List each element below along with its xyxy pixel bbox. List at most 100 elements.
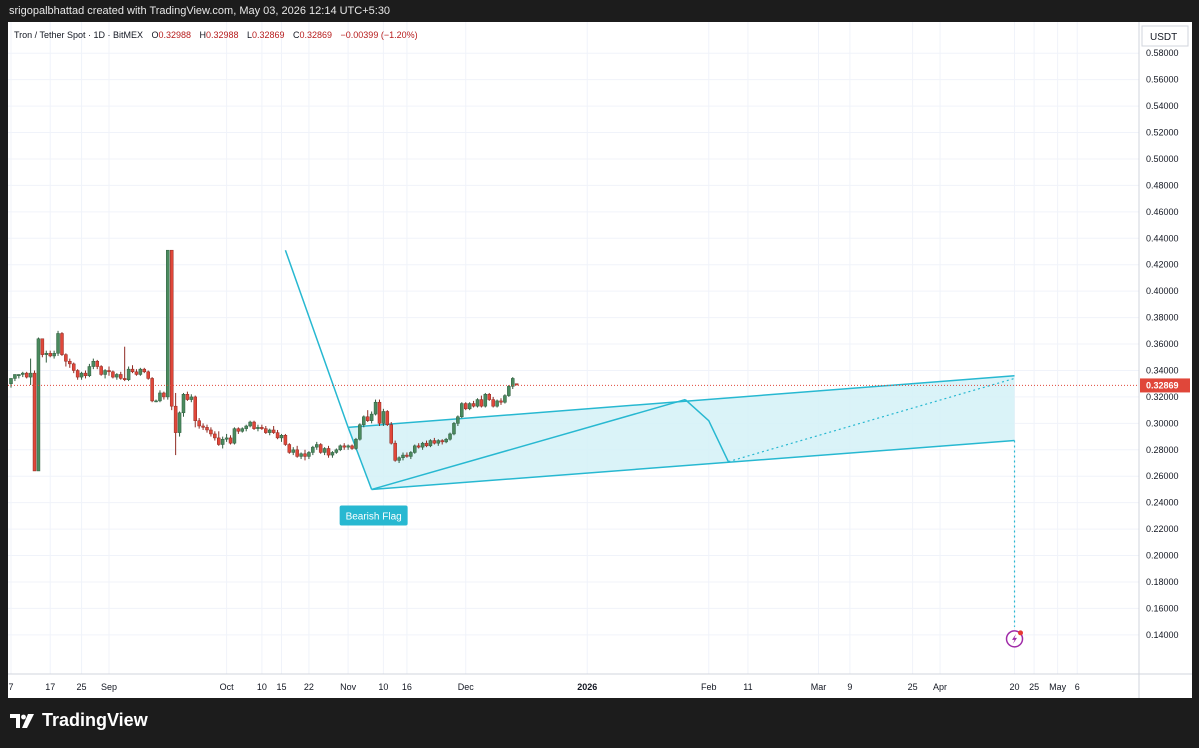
candle-body [338,445,343,451]
candle [303,449,307,461]
candle [318,443,323,454]
time-tick-label: 10 [257,682,267,692]
candle [75,369,80,380]
candle-body [40,338,45,355]
candle [48,350,52,358]
candle [381,408,386,427]
candle-body [126,368,131,380]
time-tick-label: Nov [340,682,357,692]
price-tick-label: 0.30000 [1146,418,1179,428]
candle [201,423,205,430]
candle [264,426,268,434]
candle [209,427,213,437]
price-tick-label: 0.58000 [1146,48,1179,58]
candle [393,440,397,462]
candle [197,418,201,429]
candle [401,452,405,461]
candle [350,444,354,450]
candle [87,363,92,378]
candle-body [416,445,421,448]
candle [193,395,197,428]
candle-body [303,453,307,457]
candle [244,424,248,432]
time-tick-label: Dec [458,682,475,692]
time-tick-label: 11 [743,682,752,692]
candle-body [479,399,484,407]
candle [291,447,295,456]
last-price-box [1140,378,1190,393]
time-axis[interactable]: 7 17 25 Sep Oct 10 15 22 Nov 10 16 Dec 2026 Feb 11 Mar 9… [8,682,1079,692]
candle [56,330,60,356]
candle-body [365,416,370,421]
candle [334,448,339,454]
candle [122,346,127,382]
candle [134,369,139,376]
candle-body [32,372,37,472]
candle [224,433,229,442]
candle [166,249,170,400]
credit-bar: srigopalbhattad created with TradingView… [0,0,1199,22]
candle [311,445,315,456]
candle-body [405,454,409,457]
candle [287,443,292,454]
candle-body [381,411,386,424]
flag-pole-line [284,249,349,428]
candle [373,399,378,416]
candle [150,377,154,403]
candle-body [28,372,33,378]
time-tick-label: 7 [8,682,13,692]
candle [397,456,401,464]
candle [460,402,464,419]
time-tick-label: 10 [378,682,388,692]
candle [162,391,166,400]
candle [299,452,303,460]
pattern-label-box [339,505,408,526]
candle [240,427,245,433]
candle-body [401,454,405,458]
candle [338,444,343,452]
candle [158,390,162,403]
time-tick-label: 25 [77,682,87,692]
candle-body [409,452,413,457]
candle-body [217,437,221,445]
candle [463,402,468,411]
candle-body [150,378,154,402]
candle-body [119,374,123,379]
candle [413,444,417,454]
brand-name: TradingView [42,710,148,730]
candle-body [56,333,60,354]
candle-body [213,433,217,439]
candle-body [420,442,425,448]
candle-body [499,400,503,403]
candle-body [322,448,327,453]
candle-body [467,403,472,410]
tradingview-brand[interactable]: TradingView [10,710,148,731]
candle [389,422,393,445]
candlestick-series [9,249,519,472]
candle-body [244,425,248,429]
currency-box[interactable] [1141,25,1189,47]
price-chart[interactable]: Bearish Flag 0.32869 0.58000 0.56000 0.540… [8,22,1192,698]
candle-body [342,445,346,448]
price-tick-label: 0.20000 [1146,551,1179,561]
candle-body [460,403,464,418]
candle-body [271,429,276,433]
candle-body [87,366,92,377]
price-tick-label: 0.34000 [1146,365,1179,375]
candle-body [389,424,393,444]
candle-body [511,378,515,387]
time-tick-label: Apr [933,682,947,692]
candle-body [334,449,339,453]
candle-body [75,370,80,378]
candle-body [252,421,256,429]
price-tick-label: 0.14000 [1146,630,1179,640]
channel-lower-line [371,439,1015,491]
candle-body [103,370,107,375]
change-value: −0.00399 (−1.20%) [341,30,418,40]
candle-body [279,435,284,439]
price-axis[interactable]: 0.58000 0.56000 0.54000 0.52000 0.50000 0.480… [1146,48,1179,640]
bearish-flag-pattern[interactable]: Bearish Flag [284,249,1016,627]
candle [424,440,429,448]
candle [107,366,111,376]
candle [189,394,194,403]
